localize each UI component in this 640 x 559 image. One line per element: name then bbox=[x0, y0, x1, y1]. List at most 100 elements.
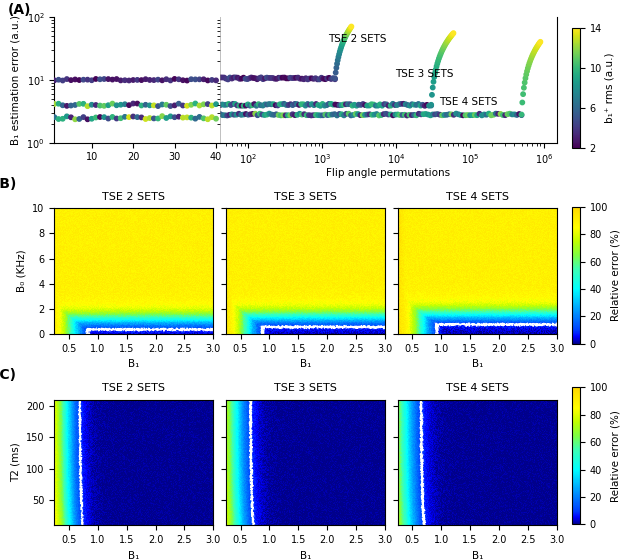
Point bbox=[519, 83, 529, 92]
Point bbox=[157, 112, 167, 121]
Point bbox=[320, 75, 330, 84]
Y-axis label: b₁⁺ rms (a.u.): b₁⁺ rms (a.u.) bbox=[605, 53, 614, 124]
Point bbox=[377, 101, 387, 110]
Point bbox=[314, 75, 324, 84]
Point bbox=[285, 100, 296, 108]
Point bbox=[460, 111, 470, 120]
Point bbox=[264, 100, 275, 108]
Point bbox=[432, 59, 442, 68]
Point bbox=[527, 51, 538, 60]
Point bbox=[279, 73, 289, 82]
Point bbox=[407, 100, 417, 108]
Point bbox=[333, 56, 343, 65]
Point bbox=[316, 111, 326, 120]
Text: (A): (A) bbox=[8, 3, 31, 17]
Point bbox=[61, 74, 72, 83]
Point bbox=[245, 110, 255, 119]
Point bbox=[257, 110, 268, 119]
Point bbox=[337, 39, 348, 48]
Point bbox=[236, 101, 246, 110]
Point bbox=[392, 110, 403, 119]
Point bbox=[268, 73, 278, 82]
Y-axis label: T2 (ms): T2 (ms) bbox=[11, 443, 20, 482]
Text: (B): (B) bbox=[0, 177, 17, 191]
Point bbox=[529, 48, 540, 56]
Point bbox=[517, 98, 527, 107]
Point bbox=[308, 111, 319, 120]
Point bbox=[534, 39, 545, 48]
Point bbox=[250, 109, 260, 118]
Point bbox=[170, 101, 180, 110]
Point bbox=[343, 27, 353, 36]
Point bbox=[486, 111, 496, 120]
Point bbox=[148, 101, 159, 110]
Point bbox=[348, 101, 358, 110]
Point bbox=[234, 74, 244, 83]
Point bbox=[309, 101, 319, 110]
Point bbox=[111, 101, 122, 110]
Point bbox=[236, 74, 246, 83]
Point bbox=[190, 99, 200, 108]
Point bbox=[232, 110, 242, 119]
Point bbox=[165, 112, 175, 121]
Point bbox=[299, 110, 309, 119]
Point bbox=[148, 75, 159, 84]
Point bbox=[70, 115, 80, 124]
Point bbox=[523, 64, 533, 73]
Point bbox=[296, 100, 307, 109]
Point bbox=[178, 76, 188, 85]
Point bbox=[435, 50, 445, 59]
Point bbox=[306, 111, 316, 120]
Point bbox=[521, 70, 531, 79]
Point bbox=[145, 113, 155, 122]
Point bbox=[383, 110, 394, 119]
Point bbox=[372, 101, 383, 110]
Point bbox=[326, 100, 336, 108]
Point bbox=[305, 100, 315, 109]
Point bbox=[120, 100, 130, 108]
Point bbox=[78, 112, 88, 121]
Point bbox=[344, 25, 355, 34]
Point bbox=[364, 101, 374, 110]
Point bbox=[217, 73, 227, 82]
Point bbox=[241, 101, 251, 110]
Point bbox=[522, 67, 532, 75]
Point bbox=[435, 110, 445, 119]
Point bbox=[533, 41, 543, 50]
Point bbox=[456, 111, 466, 120]
Point bbox=[413, 100, 424, 108]
Point bbox=[236, 110, 246, 119]
Point bbox=[439, 42, 449, 51]
Point bbox=[301, 74, 311, 83]
Point bbox=[409, 110, 419, 119]
Point bbox=[116, 100, 126, 109]
Point bbox=[276, 111, 286, 120]
Title: TSE 3 SETS: TSE 3 SETS bbox=[274, 383, 337, 393]
Title: TSE 2 SETS: TSE 2 SETS bbox=[102, 383, 165, 393]
Y-axis label: B₁ estimation error (a.u.): B₁ estimation error (a.u.) bbox=[11, 15, 20, 145]
Point bbox=[463, 111, 473, 120]
Point bbox=[535, 37, 545, 46]
Point bbox=[525, 56, 535, 65]
Point bbox=[381, 110, 391, 119]
Point bbox=[246, 73, 257, 82]
Point bbox=[111, 114, 122, 123]
Point bbox=[526, 54, 536, 63]
Point bbox=[334, 110, 344, 119]
Point bbox=[287, 110, 298, 119]
Point bbox=[95, 75, 105, 84]
Point bbox=[58, 114, 68, 123]
Point bbox=[116, 76, 126, 85]
Point bbox=[403, 101, 413, 110]
Point bbox=[385, 101, 396, 110]
Point bbox=[247, 101, 257, 110]
Point bbox=[406, 111, 417, 120]
Point bbox=[346, 23, 356, 32]
X-axis label: B₁: B₁ bbox=[128, 359, 140, 369]
Point bbox=[512, 111, 522, 120]
Title: TSE 2 SETS: TSE 2 SETS bbox=[102, 192, 165, 202]
Point bbox=[398, 100, 408, 108]
Point bbox=[291, 73, 301, 82]
Point bbox=[217, 100, 227, 109]
Point bbox=[250, 74, 260, 83]
